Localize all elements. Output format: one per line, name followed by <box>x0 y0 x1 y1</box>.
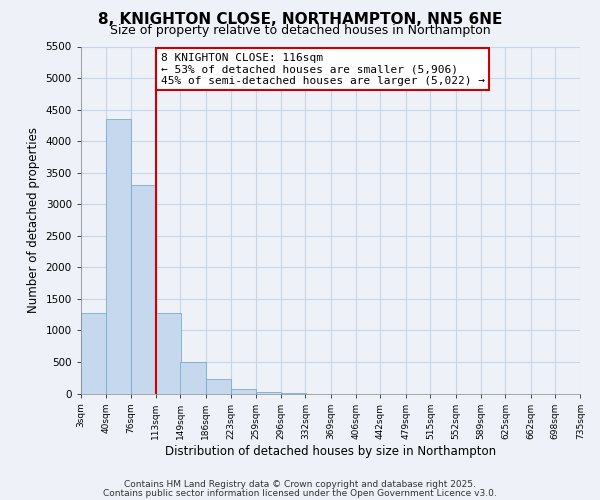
Text: Contains HM Land Registry data © Crown copyright and database right 2025.: Contains HM Land Registry data © Crown c… <box>124 480 476 489</box>
Bar <box>81 314 106 394</box>
Text: Contains public sector information licensed under the Open Government Licence v3: Contains public sector information licen… <box>103 488 497 498</box>
Y-axis label: Number of detached properties: Number of detached properties <box>27 127 40 313</box>
Text: Size of property relative to detached houses in Northampton: Size of property relative to detached ho… <box>110 24 490 37</box>
Bar <box>256 392 281 394</box>
Bar <box>231 389 256 394</box>
Bar <box>181 362 206 394</box>
Bar <box>206 379 231 394</box>
Text: 8 KNIGHTON CLOSE: 116sqm
← 53% of detached houses are smaller (5,906)
45% of sem: 8 KNIGHTON CLOSE: 116sqm ← 53% of detach… <box>161 53 485 86</box>
Text: 8, KNIGHTON CLOSE, NORTHAMPTON, NN5 6NE: 8, KNIGHTON CLOSE, NORTHAMPTON, NN5 6NE <box>98 12 502 28</box>
X-axis label: Distribution of detached houses by size in Northampton: Distribution of detached houses by size … <box>165 444 496 458</box>
Bar <box>156 313 181 394</box>
Bar <box>131 186 156 394</box>
Bar <box>106 119 131 394</box>
